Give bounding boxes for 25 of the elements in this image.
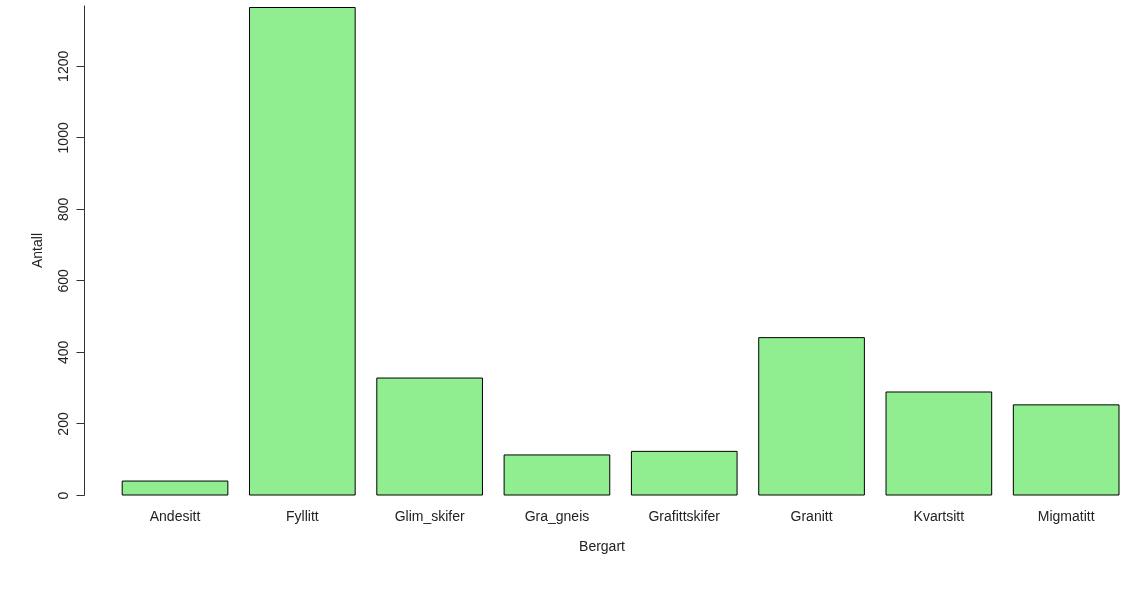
y-tick-label: 1000 [54,122,71,154]
bar [758,337,865,496]
x-tick-label: Gra_gneis [524,507,590,524]
y-tick-label: 400 [54,340,71,365]
bar [1012,404,1120,496]
x-tick-label: Granitt [790,507,833,524]
x-tick-label: Grafittskifer [648,507,721,524]
bar [249,7,356,496]
bar [503,454,611,496]
bar [885,391,993,496]
y-axis-title: Antall [28,232,45,269]
x-tick-label: Andesitt [149,507,201,524]
y-tick-label: 600 [54,269,71,293]
bar [121,480,229,496]
x-tick-label: Kvartsitt [913,507,965,524]
y-tick-label: 200 [54,412,71,436]
bar [376,377,483,496]
y-tick-label: 0 [54,491,71,500]
y-tick-label: 1200 [54,50,71,82]
y-tick-label: 800 [54,197,71,222]
x-tick-label: Glim_skifer [394,507,465,524]
x-axis-title: Bergart [579,537,626,554]
x-tick-label: Fyllitt [285,507,319,524]
bar [630,450,738,496]
x-tick-label: Migmatitt [1037,507,1095,524]
